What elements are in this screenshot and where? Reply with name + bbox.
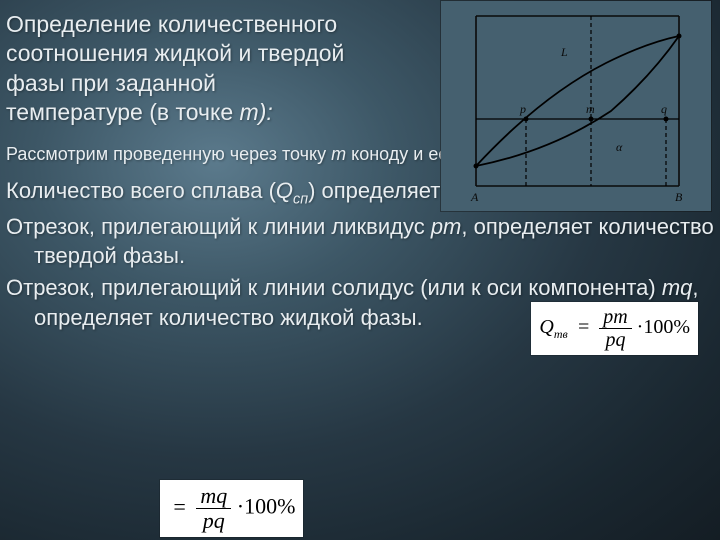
f2-eq: = <box>168 494 191 519</box>
heading-line4a: температуре (в точке <box>6 99 240 125</box>
p3-mq: mq <box>662 275 693 300</box>
svg-text:q: q <box>661 102 667 116</box>
heading: Определение количественного соотношения … <box>6 10 426 128</box>
f1-num: pm <box>599 306 631 329</box>
diagram-bg <box>441 1 711 211</box>
formula-solid-phase: Qтв = pm pq ·100% <box>531 302 698 355</box>
heading-line1: Определение количественного <box>6 11 337 37</box>
f1-tail: ·100% <box>637 316 690 338</box>
f1-den: pq <box>599 329 631 351</box>
svg-text:p: p <box>519 102 526 116</box>
phase-diagram-svg: L α A B p m q <box>441 1 711 211</box>
svg-text:m: m <box>586 102 595 116</box>
p1-Q: Q <box>276 178 293 203</box>
label-alpha: α <box>616 140 623 154</box>
p2-a: Отрезок, прилегающий к линии ликвидус <box>6 214 431 239</box>
label-L: L <box>560 45 568 59</box>
f2-frac: mq pq <box>196 484 231 533</box>
f1-eq: = <box>573 316 595 338</box>
slide: Определение количественного соотношения … <box>0 0 720 540</box>
p1-sub: сп <box>293 191 308 207</box>
f2-num: mq <box>196 484 231 509</box>
phase-diagram: L α A B p m q <box>440 0 712 212</box>
subtitle-a: Рассмотрим проведенную через точку <box>6 144 331 164</box>
p2-pm: pm <box>431 214 462 239</box>
heading-line3: фазы при заданной <box>6 70 216 96</box>
heading-line2: соотношения жидкой и твердой <box>6 40 344 66</box>
label-B: B <box>675 190 683 204</box>
p1-a: Количество всего сплава ( <box>6 178 276 203</box>
subtitle-m: m <box>331 144 346 164</box>
label-A: A <box>470 190 479 204</box>
paragraph-2: Отрезок, прилегающий к линии ликвидус pm… <box>6 212 714 271</box>
f2-tail: ·100% <box>237 494 296 519</box>
f2-den: pq <box>196 509 231 533</box>
f1-frac: pm pq <box>599 306 631 351</box>
f1-lhs: Qтв <box>539 316 572 338</box>
formula-liquid-phase: = mq pq ·100% <box>160 480 303 537</box>
p3-a: Отрезок, прилегающий к линии солидус (ил… <box>6 275 662 300</box>
heading-line4b: m): <box>240 99 273 125</box>
